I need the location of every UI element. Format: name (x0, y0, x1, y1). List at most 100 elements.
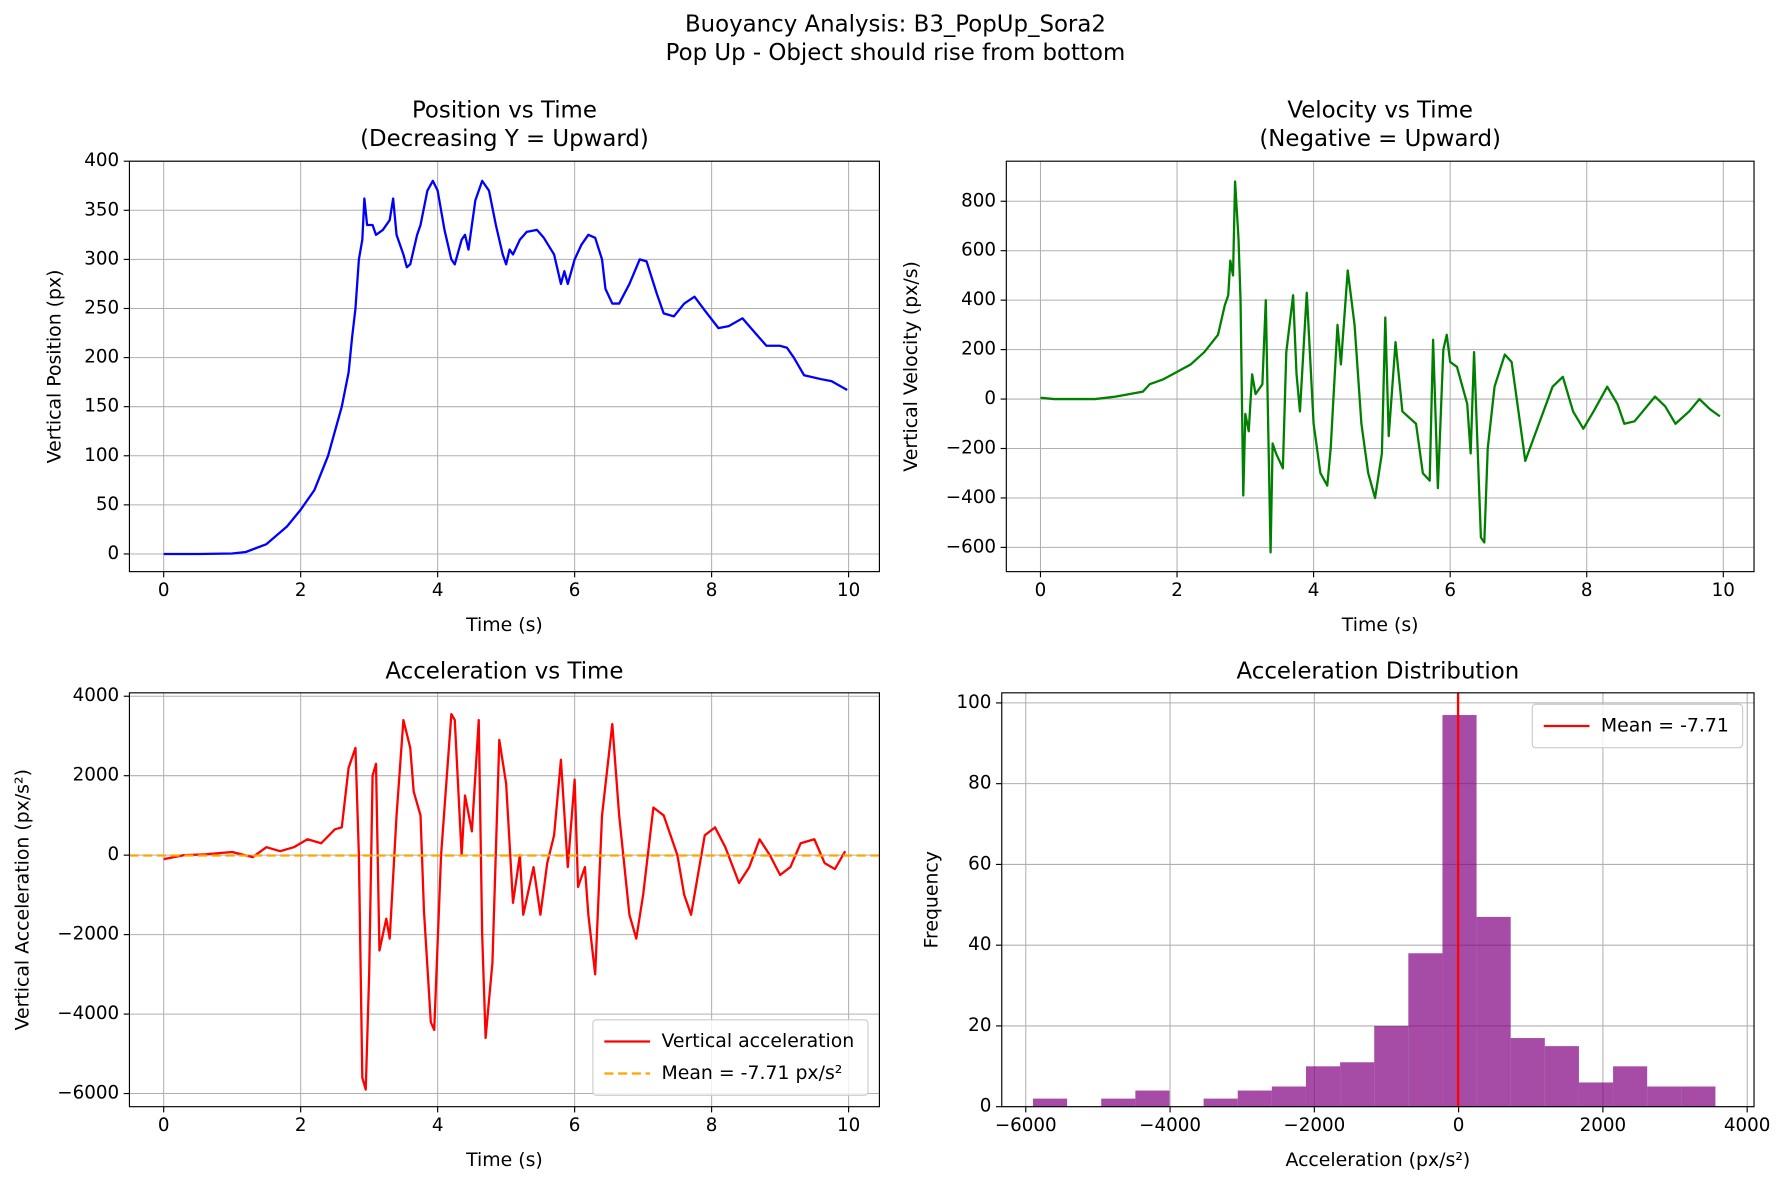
x-tick-label: 10 (837, 1115, 860, 1136)
histogram-bar (1544, 1046, 1579, 1107)
y-tick-label: 300 (84, 248, 119, 269)
x-tick-label: 4000 (1724, 1115, 1771, 1136)
y-tick-label: 400 (84, 150, 119, 171)
y-axis-label: Frequency (921, 851, 943, 948)
y-tick-label: −6000 (57, 1083, 119, 1104)
histogram-bar (1510, 1038, 1545, 1107)
legend-box (1531, 703, 1744, 749)
y-tick-label: 100 (84, 445, 119, 466)
x-axis-label: Time (s) (1341, 614, 1419, 636)
histogram-bar (1101, 1098, 1136, 1107)
subplot-title: Acceleration vs Time (385, 659, 623, 685)
x-tick-label: 0 (158, 580, 170, 601)
subplot-title: Velocity vs Time (1287, 97, 1473, 123)
histogram-bar (1442, 715, 1477, 1107)
y-tick-label: 0 (108, 844, 120, 865)
subplot: 0 2 4 6 8 10050100150200250300350400Position … (44, 97, 880, 636)
y-tick-label: 50 (96, 494, 119, 515)
histogram-bar (1476, 916, 1511, 1107)
subplot-subtitle: (Negative = Upward) (1259, 126, 1501, 152)
y-axis-label: Vertical Velocity (px/s) (900, 261, 922, 472)
y-tick-label: −200 (946, 438, 996, 459)
x-tick-label: −2000 (1283, 1115, 1345, 1136)
y-tick-label: 60 (968, 853, 991, 874)
y-tick-label: 40 (968, 934, 991, 955)
y-tick-label: 150 (84, 396, 119, 417)
y-tick-label: 20 (968, 1015, 991, 1036)
y-tick-label: 400 (961, 289, 996, 310)
y-tick-label: 800 (961, 190, 996, 211)
x-tick-label: 8 (706, 580, 718, 601)
y-tick-label: 250 (84, 297, 119, 318)
x-tick-label: 10 (1712, 580, 1735, 601)
legend-label: Mean = -7.71 px/s² (662, 1062, 843, 1084)
histogram-bar (1271, 1086, 1306, 1107)
histogram-bar (1203, 1098, 1238, 1107)
x-tick-label: 4 (1308, 580, 1320, 601)
legend: Vertical acceleration Mean = -7.71 px/s² (592, 1019, 869, 1096)
x-tick-label: 2 (295, 580, 307, 601)
figure-title: Buoyancy Analysis: B3_PopUp_Sora2 (685, 12, 1106, 38)
x-tick-label: 8 (706, 1115, 718, 1136)
x-tick-label: 6 (1444, 580, 1456, 601)
histogram-bar (1032, 1098, 1068, 1107)
y-tick-label: 4000 (73, 685, 120, 706)
x-tick-label: 6 (569, 1115, 581, 1136)
subplot: −6000 −4000 −2000 0 2000 4000 0 20 40 60 80 100 Acce… (921, 659, 1771, 1171)
x-tick-label: 2000 (1580, 1115, 1627, 1136)
y-axis-label: Vertical Acceleration (px/s²) (12, 769, 34, 1030)
x-tick-label: 0 (158, 1115, 170, 1136)
histogram-bar (1578, 1082, 1614, 1107)
y-tick-label: 200 (84, 347, 119, 368)
y-tick-label: 0 (108, 543, 120, 564)
histogram-bar (1408, 953, 1443, 1107)
axes-frame (128, 692, 880, 1108)
histogram-bar (1237, 1090, 1272, 1107)
y-tick-label: −600 (946, 536, 996, 557)
subplot-title: Acceleration Distribution (1237, 659, 1520, 685)
legend-box (592, 1019, 869, 1096)
legend-label: Mean = -7.71 (1601, 714, 1729, 736)
subplot-subtitle: (Decreasing Y = Upward) (360, 126, 649, 152)
histogram-bar (1374, 1025, 1409, 1107)
y-tick-label: −4000 (57, 1003, 119, 1024)
histogram-bar (1305, 1066, 1341, 1107)
legend: Mean = -7.71 (1531, 703, 1744, 749)
plot-area (1040, 180, 1721, 554)
legend-label: Vertical acceleration (662, 1030, 855, 1052)
y-tick-label: 600 (961, 240, 996, 261)
histogram-bar (1613, 1066, 1648, 1107)
y-tick-label: −2000 (57, 924, 119, 945)
x-tick-label: 10 (837, 580, 860, 601)
x-tick-label: −6000 (995, 1115, 1057, 1136)
x-tick-label: −4000 (1139, 1115, 1201, 1136)
x-tick-label: 4 (432, 580, 444, 601)
data-line (163, 712, 847, 1091)
x-axis-label: Acceleration (px/s²) (1286, 1149, 1471, 1171)
subplot: 0 2 4 6 8 10 −6000 −4000 −2000 0 2000 4000 Accelerat… (12, 659, 880, 1171)
plot-area (163, 179, 848, 556)
y-tick-label: 0 (984, 388, 996, 409)
x-tick-label: 0 (1453, 1115, 1465, 1136)
x-axis-label: Time (s) (465, 614, 543, 636)
data-line (163, 179, 848, 556)
axes-frame (128, 160, 880, 573)
histogram-bar (1647, 1086, 1682, 1107)
x-tick-label: 6 (569, 580, 581, 601)
y-tick-label: 2000 (73, 765, 120, 786)
y-tick-label: 200 (961, 339, 996, 360)
x-axis-label: Time (s) (465, 1149, 543, 1171)
figure-subtitle: Pop Up - Object should rise from bottom (666, 40, 1126, 66)
x-tick-label: 2 (295, 1115, 307, 1136)
plot-area (129, 712, 880, 1091)
histogram-bar (1340, 1062, 1375, 1107)
histogram-bar (1135, 1090, 1170, 1107)
x-tick-label: 4 (432, 1115, 444, 1136)
subplot: 0 2 4 6 8 10 −600 −400 −200 0 200 400 600 800 Velocity… (900, 97, 1755, 636)
x-tick-label: 2 (1171, 580, 1183, 601)
axes-frame (1001, 692, 1755, 1108)
y-tick-label: 350 (84, 199, 119, 220)
y-tick-label: 80 (968, 773, 991, 794)
y-tick-label: 100 (957, 692, 992, 713)
